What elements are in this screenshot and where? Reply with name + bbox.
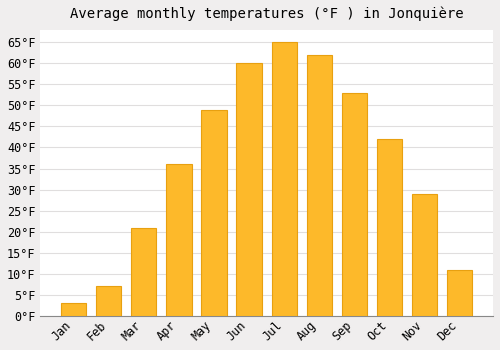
Bar [447, 270, 472, 316]
Bar [272, 42, 297, 316]
Bar [342, 93, 367, 316]
Bar [377, 139, 402, 316]
Bar [306, 55, 332, 316]
Title: Average monthly temperatures (°F ) in Jonquière: Average monthly temperatures (°F ) in Jo… [70, 7, 464, 21]
Bar [412, 194, 438, 316]
Bar [96, 287, 122, 316]
Bar [131, 228, 156, 316]
Bar [61, 303, 86, 316]
Bar [166, 164, 192, 316]
Bar [202, 110, 226, 316]
Bar [236, 63, 262, 316]
